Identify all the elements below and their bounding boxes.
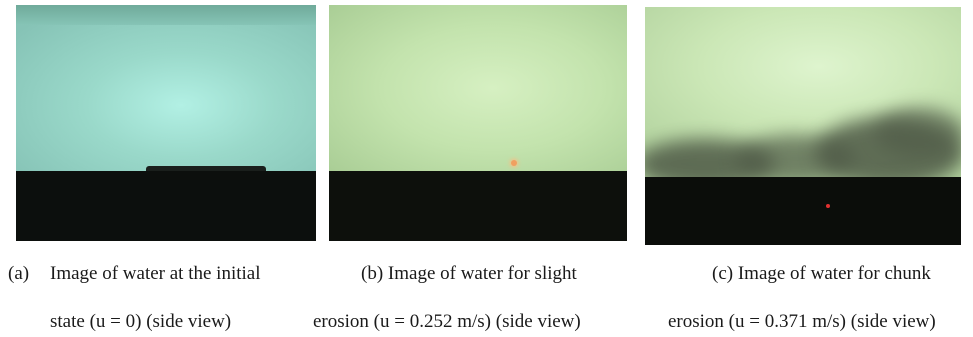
sediment-surface-ridge	[146, 166, 266, 172]
laser-point	[826, 204, 830, 208]
sediment-bed	[16, 171, 316, 241]
water-region	[16, 25, 316, 171]
photo-chunk-erosion	[645, 7, 961, 245]
caption-c-line2: erosion (u = 0.371 m/s) (side view)	[668, 311, 936, 332]
photo-initial-state	[16, 5, 316, 241]
caption-c-line1: (c) Image of water for chunk	[712, 263, 931, 284]
sediment-bed	[645, 177, 961, 245]
caption-a-line2: state (u = 0) (side view)	[50, 311, 232, 332]
sediment-bed	[329, 171, 627, 241]
caption-b-line1: (b) Image of water for slight	[361, 263, 577, 284]
caption-b-line2: erosion (u = 0.252 m/s) (side view)	[313, 311, 581, 332]
tank-top-band	[16, 5, 316, 25]
laser-point	[511, 160, 517, 166]
water-region	[329, 5, 627, 171]
caption-a-label: (a)	[8, 263, 30, 284]
photo-slight-erosion	[329, 5, 627, 241]
caption-a-line1: Image of water at the initial	[50, 263, 261, 284]
suspended-sediment-cloud	[875, 107, 961, 157]
